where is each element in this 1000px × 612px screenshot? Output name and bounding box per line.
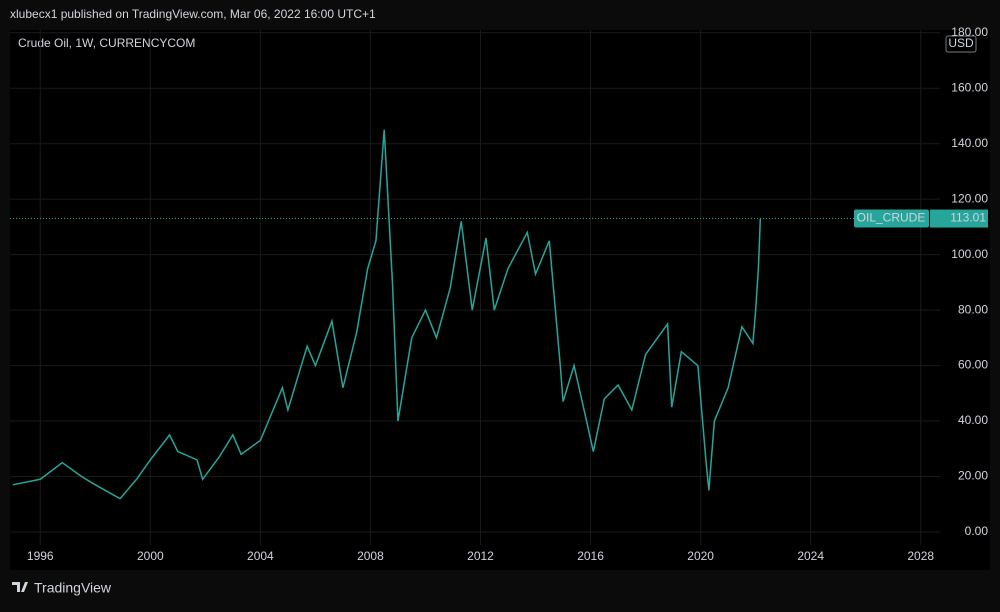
last-price-tag xyxy=(930,209,988,228)
y-tick-label: 140.00 xyxy=(951,136,988,150)
series-name: OIL_CRUDE xyxy=(857,211,926,225)
y-tick-label: 80.00 xyxy=(958,302,988,316)
currency-box[interactable] xyxy=(945,35,977,53)
price-axis xyxy=(940,30,990,570)
last-price: 113.01 xyxy=(950,211,986,225)
chart-title: Crude Oil, 1W, CURRENCYCOM xyxy=(18,36,195,50)
x-tick-label: 2012 xyxy=(467,549,494,563)
series-tag xyxy=(854,209,929,228)
y-tick-label: 100.00 xyxy=(951,247,988,261)
brand[interactable]: TradingView xyxy=(34,580,112,596)
x-tick-label: 2028 xyxy=(907,549,934,563)
y-tick-label: 180.00 xyxy=(951,25,988,39)
x-tick-label: 2004 xyxy=(247,549,274,563)
y-tick-label: 20.00 xyxy=(958,469,988,483)
y-tick-label: 120.00 xyxy=(951,191,988,205)
y-tick-label: 60.00 xyxy=(958,358,988,372)
y-tick-label: 40.00 xyxy=(958,413,988,427)
logo-icon[interactable] xyxy=(12,582,28,592)
y-tick-label: 160.00 xyxy=(951,80,988,94)
y-tick-label: 0.00 xyxy=(965,524,989,538)
x-tick-label: 2024 xyxy=(797,549,824,563)
x-tick-label: 2020 xyxy=(687,549,714,563)
x-tick-label: 2016 xyxy=(577,549,604,563)
logo[interactable]: TradingView xyxy=(12,580,112,596)
header-text: xlubecx1 published on TradingView.com, M… xyxy=(10,7,376,21)
x-tick-label: 1996 xyxy=(27,549,54,563)
time-axis xyxy=(10,545,940,570)
plot-area xyxy=(10,30,940,545)
x-tick-label: 2008 xyxy=(357,549,384,563)
currency[interactable]: USD xyxy=(948,36,974,50)
price-line xyxy=(12,129,762,500)
x-tick-label: 2000 xyxy=(137,549,164,563)
